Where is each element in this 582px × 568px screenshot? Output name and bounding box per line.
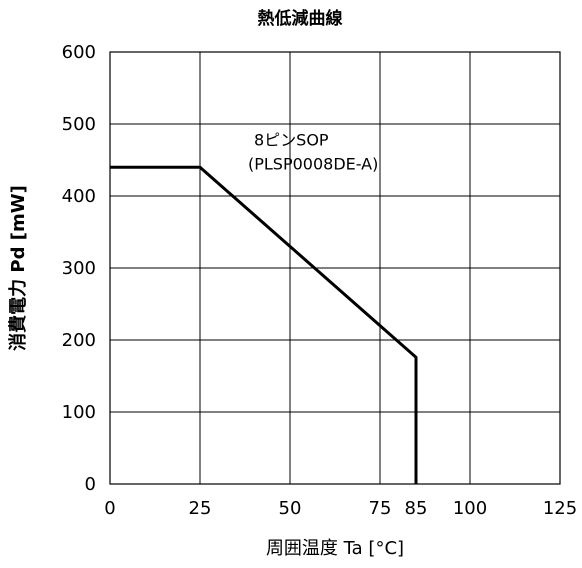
x-tick-label: 125 [543, 498, 577, 519]
x-axis-label: 周囲温度 Ta [°C] [266, 538, 404, 559]
x-tick-label: 75 [369, 498, 392, 519]
derating-curve [110, 165, 418, 484]
chart-title: 熱低減曲線 [258, 8, 343, 29]
y-tick-label: 500 [62, 114, 96, 135]
y-tick-label: 100 [62, 402, 96, 423]
x-axis-ticks: 0 25 50 75 85 100 125 [104, 498, 577, 519]
grid [110, 52, 560, 484]
y-tick-label: 200 [62, 330, 96, 351]
x-tick-label: 0 [104, 498, 115, 519]
y-tick-label: 0 [85, 474, 96, 495]
y-tick-label: 300 [62, 258, 96, 279]
x-tick-label: 25 [189, 498, 212, 519]
y-axis-ticks: 0 100 200 300 400 500 600 [62, 42, 96, 495]
y-tick-label: 600 [62, 42, 96, 63]
y-axis-label: 消費電力 Pd [mW] [7, 185, 29, 351]
plot-area-border [109, 51, 561, 485]
y-tick-label: 400 [62, 186, 96, 207]
annotation-part-number: (PLSP0008DE-A) [248, 155, 378, 174]
x-tick-label: 50 [279, 498, 302, 519]
x-tick-label: 100 [453, 498, 487, 519]
x-tick-label: 85 [405, 498, 428, 519]
annotation-package: 8ピンSOP [254, 131, 329, 150]
